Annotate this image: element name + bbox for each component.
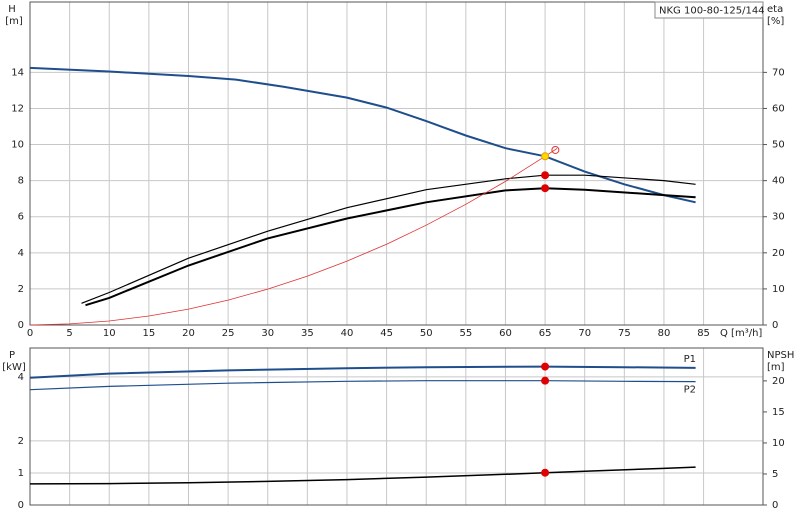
curve — [81, 174, 696, 304]
y2-tick-label: 40 — [772, 176, 785, 187]
curve — [29, 148, 558, 326]
curve-label: P1 — [684, 354, 696, 365]
title-box — [654, 1, 764, 19]
y2-tick-label: 10 — [772, 284, 785, 295]
y-tick-label: 10 — [11, 140, 24, 151]
y-tick-label: 0 — [18, 500, 24, 511]
operating-point — [541, 184, 550, 193]
x-tick-label: 65 — [539, 328, 552, 339]
y-tick-label: 6 — [18, 212, 24, 223]
x-tick-label: 35 — [301, 328, 314, 339]
y-tick-label: 2 — [18, 284, 24, 295]
y-axis-unit: [m] — [5, 16, 23, 27]
x-tick-label: 85 — [697, 328, 710, 339]
curve — [85, 187, 696, 307]
operating-point — [551, 145, 560, 154]
y2-tick-label: 20 — [772, 248, 785, 259]
y2-axis-label: eta — [767, 4, 783, 15]
y2-axis-unit: [%] — [767, 16, 784, 27]
x-tick-label: 10 — [103, 328, 116, 339]
operating-point — [541, 152, 550, 161]
y2-tick-label: 70 — [772, 67, 785, 78]
y-tick-label: 1 — [18, 468, 24, 479]
operating-point — [541, 376, 550, 385]
y2-tick-label: 50 — [772, 140, 785, 151]
x-tick-label: 45 — [380, 328, 393, 339]
curve-label: P2 — [684, 385, 696, 396]
y2-tick-label: 5 — [772, 469, 778, 480]
curve — [29, 66, 696, 204]
y2-axis-unit: [m] — [767, 362, 785, 373]
y-axis-label: H — [8, 4, 16, 15]
x-tick-label: 75 — [618, 328, 631, 339]
y-tick-label: 8 — [18, 176, 24, 187]
plot-frame — [29, 1, 764, 326]
y2-tick-label: 30 — [772, 212, 785, 223]
y2-tick-label: 15 — [772, 407, 785, 418]
x-tick-label: 70 — [578, 328, 591, 339]
operating-point — [541, 468, 550, 477]
y-axis-unit: [kW] — [2, 362, 26, 373]
curve — [29, 380, 696, 391]
operating-point — [541, 362, 550, 371]
y-axis-label: P — [9, 350, 15, 361]
y-tick-label: 4 — [18, 372, 24, 383]
y2-tick-label: 20 — [772, 376, 785, 387]
y2-tick-label: 10 — [772, 438, 785, 449]
x-tick-label: 40 — [341, 328, 354, 339]
x-tick-label: 15 — [142, 328, 155, 339]
operating-point — [541, 171, 550, 180]
x-tick-label: 50 — [420, 328, 433, 339]
y2-tick-label: 0 — [772, 500, 778, 511]
y2-axis-label: NPSH — [767, 350, 794, 361]
x-tick-label: 60 — [499, 328, 512, 339]
x-tick-label: 5 — [66, 328, 72, 339]
x-tick-label: 20 — [182, 328, 195, 339]
y-tick-label: 12 — [11, 103, 24, 114]
curve — [29, 365, 696, 379]
y2-tick-label: 0 — [772, 320, 778, 331]
x-axis-label: Q [m³/h] — [720, 328, 762, 339]
x-tick-label: 30 — [261, 328, 274, 339]
x-tick-label: 80 — [658, 328, 671, 339]
y-tick-label: 14 — [11, 67, 24, 78]
chart-title: NKG 100-80-125/144 — [659, 6, 765, 17]
x-tick-label: 55 — [459, 328, 472, 339]
y-tick-label: 0 — [18, 320, 24, 331]
plot-frame — [29, 347, 764, 506]
x-tick-label: 25 — [222, 328, 235, 339]
y-tick-label: 4 — [18, 248, 24, 259]
y2-tick-label: 60 — [772, 103, 785, 114]
x-tick-label: 0 — [27, 328, 33, 339]
curve — [29, 466, 696, 485]
y-tick-label: 2 — [18, 436, 24, 447]
